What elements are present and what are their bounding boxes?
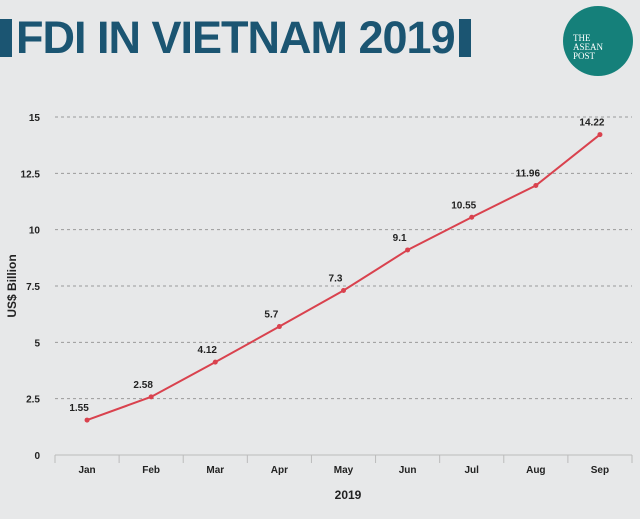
data-label: 7.3 <box>329 274 343 285</box>
data-point <box>405 247 411 253</box>
data-label: 2.58 <box>133 380 153 391</box>
data-label: 11.96 <box>516 169 541 180</box>
title-bar-right <box>458 19 471 57</box>
data-point <box>341 288 346 294</box>
y-tick-label: 7.5 <box>26 282 40 293</box>
x-tick-label: Jan <box>78 465 95 476</box>
x-tick-label: Sep <box>591 465 609 476</box>
data-label: 14.22 <box>579 118 604 129</box>
data-point <box>533 183 539 189</box>
data-point <box>84 417 90 423</box>
y-tick-label: 15 <box>29 113 41 124</box>
y-tick-label: 0 <box>34 451 40 462</box>
data-label: 9.1 <box>393 233 407 244</box>
data-label: 4.12 <box>198 345 218 356</box>
chart-title: FDI IN VIETNAM 2019 <box>0 8 471 68</box>
x-tick-label: Jun <box>399 465 417 476</box>
data-label: 1.55 <box>69 403 89 414</box>
x-tick-label: Apr <box>271 465 288 476</box>
asean-post-logo: THE ASEAN POST <box>563 6 633 76</box>
data-point <box>276 324 282 330</box>
data-point <box>148 394 154 400</box>
title-text: FDI IN VIETNAM 2019 <box>16 12 456 63</box>
y-axis-label: US$ Billion <box>5 254 19 317</box>
x-tick-label: Aug <box>526 465 545 476</box>
data-label: 5.7 <box>264 310 278 321</box>
data-point <box>597 132 603 138</box>
x-tick-label: May <box>334 465 354 476</box>
y-tick-label: 5 <box>34 338 40 349</box>
x-axis-label: 2019 <box>335 488 362 502</box>
data-point <box>469 214 475 220</box>
title-bar-left <box>0 19 12 57</box>
data-label: 10.55 <box>451 200 476 211</box>
y-tick-label: 2.5 <box>26 395 40 406</box>
y-tick-label: 10 <box>29 226 41 237</box>
data-point <box>212 359 218 365</box>
y-tick-label: 12.5 <box>21 169 41 180</box>
x-tick-label: Feb <box>142 465 160 476</box>
x-tick-label: Jul <box>464 465 479 476</box>
x-tick-label: Mar <box>206 465 224 476</box>
